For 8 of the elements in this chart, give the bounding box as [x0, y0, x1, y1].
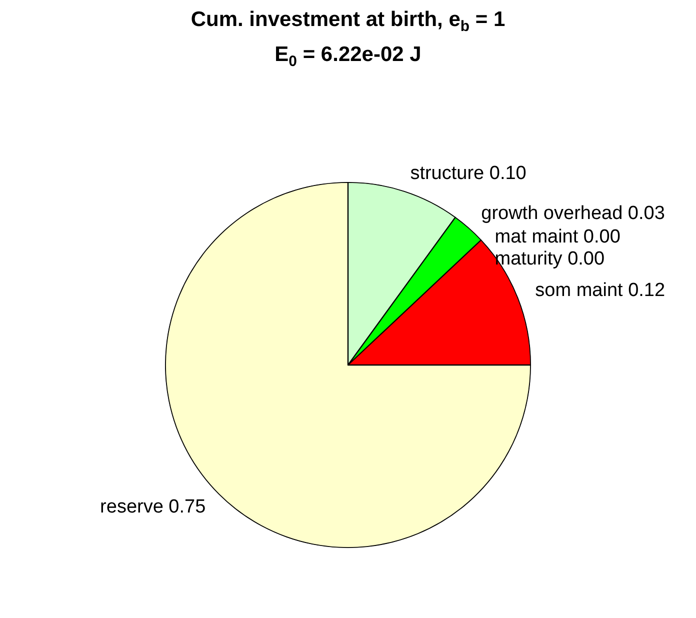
slice-label: structure 0.10: [410, 162, 526, 184]
category-label: mat maint 0.00: [494, 226, 620, 248]
category-label: maturity 0.00: [494, 248, 605, 270]
slice-label: growth overhead 0.03: [481, 203, 665, 224]
slice-label: som maint 0.12: [535, 280, 666, 302]
chart-title: Cum. investment at birth, e$_{b}$ = 1: [190, 7, 506, 38]
chart-subtitle: E$_{0}$ = 6.22e-02 J: [274, 42, 422, 72]
slice-label: reserve 0.75: [100, 496, 206, 518]
